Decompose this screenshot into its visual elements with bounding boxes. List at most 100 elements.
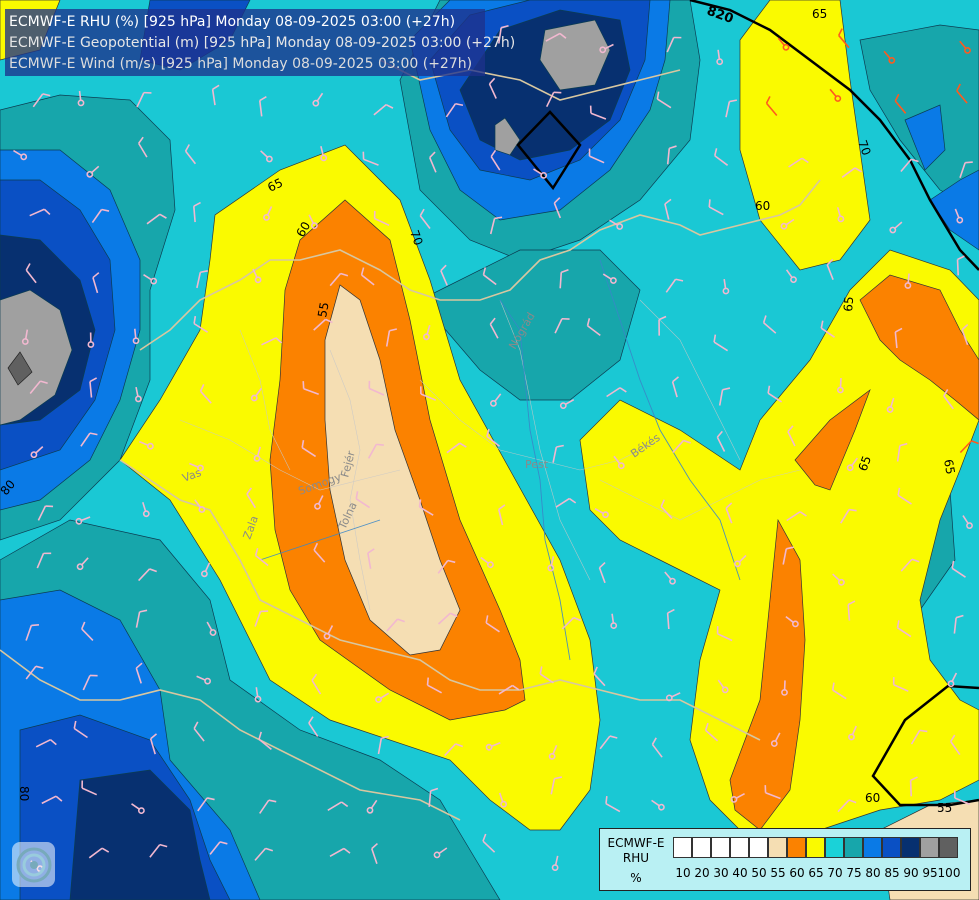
wind-barb (485, 742, 501, 751)
legend-tick-label: 90 (903, 866, 919, 880)
wind-barb (445, 102, 464, 118)
wind-barb (820, 320, 835, 338)
wind-barb (250, 387, 263, 402)
wind-barb (200, 562, 211, 578)
legend-swatch (730, 837, 749, 858)
regional-borders (179, 299, 801, 611)
wind-barb (92, 272, 100, 294)
wind-barb (959, 440, 979, 454)
wind-barb (486, 428, 500, 447)
wind-barb (588, 148, 605, 164)
wind-barb (951, 560, 966, 578)
wind-barb (956, 255, 965, 276)
wind-barb (910, 729, 928, 745)
wind-barb (139, 440, 154, 450)
wind-barb (259, 799, 277, 814)
legend-tick-label: 85 (884, 866, 900, 880)
legend-swatch (825, 837, 844, 858)
legend-swatch (882, 837, 901, 858)
wind-barb (184, 144, 197, 165)
wind-barb (665, 278, 684, 293)
contour-label: 65 (856, 454, 874, 473)
wind-barb (609, 219, 624, 230)
wind-barb (959, 161, 973, 179)
legend-tick-label: 55 (770, 866, 786, 880)
legend-tick-label: 50 (751, 866, 767, 880)
wind-barb (490, 149, 501, 171)
wind-barb (559, 398, 575, 410)
wind-barb (194, 499, 206, 513)
wind-barb (426, 677, 442, 694)
wind-barb (551, 855, 559, 871)
wind-barb (134, 386, 142, 403)
legend-tick-label: 60 (789, 866, 805, 880)
wind-barb (149, 733, 158, 755)
wind-barb (894, 93, 907, 114)
wind-barb (254, 847, 274, 861)
wind-barb (81, 780, 98, 796)
contour-label: 60 (865, 791, 880, 805)
wind-barb (892, 677, 909, 692)
wind-barb (373, 103, 394, 116)
wind-barb (836, 207, 845, 223)
wind-barb (252, 268, 262, 284)
legend-tick-label: 10 (675, 866, 691, 880)
place-label: Vas (181, 466, 204, 485)
wind-barb (947, 672, 958, 688)
wind-barb (826, 258, 834, 280)
wind-barb (787, 425, 796, 447)
legend-unit: % (630, 871, 642, 885)
wind-barb (263, 206, 273, 221)
wind-barb (444, 743, 464, 757)
wind-barb (446, 442, 467, 454)
wind-barb (258, 96, 267, 117)
wind-barb (362, 151, 379, 166)
wind-barb (953, 614, 964, 634)
wind-barb (831, 682, 847, 700)
wind-barb (313, 542, 326, 563)
wind-barb (301, 440, 317, 458)
wind-barb (437, 559, 456, 574)
wind-barb (598, 561, 606, 584)
rhu-100-spot (7, 351, 33, 386)
wind-barb (767, 385, 783, 403)
rhu-title: ECMWF-E RHU (%) [925 hPa] Monday 08-09-2… (9, 14, 456, 30)
wind-barb (193, 201, 201, 223)
wind-barb (81, 621, 94, 641)
title-box (5, 9, 485, 76)
wind-barb (485, 615, 500, 633)
wind-barb (714, 148, 729, 166)
wind-title: ECMWF-E Wind (m/s) [925 hPa] Monday 08-0… (9, 56, 473, 72)
wind-barb (943, 389, 954, 410)
wind-barb (246, 487, 256, 509)
wind-barb (593, 666, 606, 687)
wind-barb (589, 105, 607, 120)
wind-barb (143, 274, 158, 285)
wind-barb (660, 499, 673, 519)
wind-barb (777, 37, 790, 51)
wind-barb (209, 841, 228, 855)
legend-swatch (939, 837, 958, 858)
wind-barb (377, 735, 389, 755)
wind-barb (838, 28, 850, 49)
wind-barb (956, 83, 968, 104)
wind-barb (193, 315, 209, 333)
wind-barb (386, 618, 405, 632)
wind-barb (846, 457, 858, 472)
wind-barb (366, 799, 378, 814)
wind-barb (666, 36, 682, 53)
wind-barb (373, 210, 390, 227)
wind-barb (302, 381, 319, 395)
wind-barb (29, 380, 48, 395)
legend-tick-label: 65 (808, 866, 824, 880)
wind-barb (716, 626, 733, 642)
ecmwf-logo-icon (12, 842, 55, 887)
wind-barb (206, 621, 217, 636)
wind-barb (847, 600, 856, 621)
legend-tick-label: 20 (694, 866, 710, 880)
wind-barb (889, 221, 903, 234)
wind-barb (482, 267, 497, 286)
wind-barb (91, 208, 110, 224)
wind-barb (41, 795, 63, 805)
